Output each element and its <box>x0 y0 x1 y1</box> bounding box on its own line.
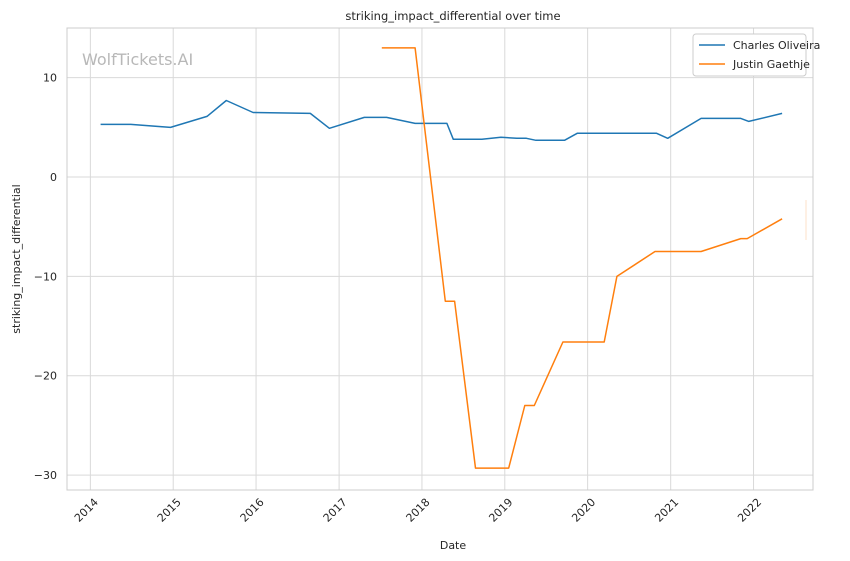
chart-title: striking_impact_differential over time <box>345 9 560 23</box>
y-axis-title: striking_impact_differential <box>10 184 23 333</box>
plot-area-border <box>66 27 814 491</box>
series-layer <box>100 47 783 469</box>
legend-label: Justin Gaethje <box>732 58 810 71</box>
x-tick-label: 2018 <box>404 496 433 525</box>
x-tick-label: 2021 <box>652 496 681 525</box>
y-tick-label: −20 <box>34 370 57 383</box>
tick-labels: 2014 2015 2016 2017 2018 2019 2020 2021 2022 10 0 −… <box>34 72 764 525</box>
x-tick-label: 2020 <box>569 496 598 525</box>
y-tick-label: −10 <box>34 270 57 283</box>
y-tick-label: 10 <box>43 72 57 85</box>
legend-label: Charles Oliveira <box>733 39 820 52</box>
x-tick-label: 2014 <box>72 496 101 525</box>
x-axis-title: Date <box>440 539 467 552</box>
grid <box>67 28 813 490</box>
x-tick-label: 2022 <box>735 496 764 525</box>
y-tick-label: −30 <box>34 469 57 482</box>
legend: Charles Oliveira Justin Gaethje <box>692 33 820 77</box>
series-line-charles-oliveira <box>100 99 783 142</box>
x-tick-label: 2016 <box>238 496 267 525</box>
x-tick-label: 2019 <box>486 496 515 525</box>
x-tick-label: 2017 <box>321 496 350 525</box>
x-tick-label: 2015 <box>155 496 184 525</box>
y-tick-label: 0 <box>50 171 57 184</box>
series-line-justin-gaethje <box>381 47 783 469</box>
watermark: WolfTickets.AI <box>82 50 193 69</box>
